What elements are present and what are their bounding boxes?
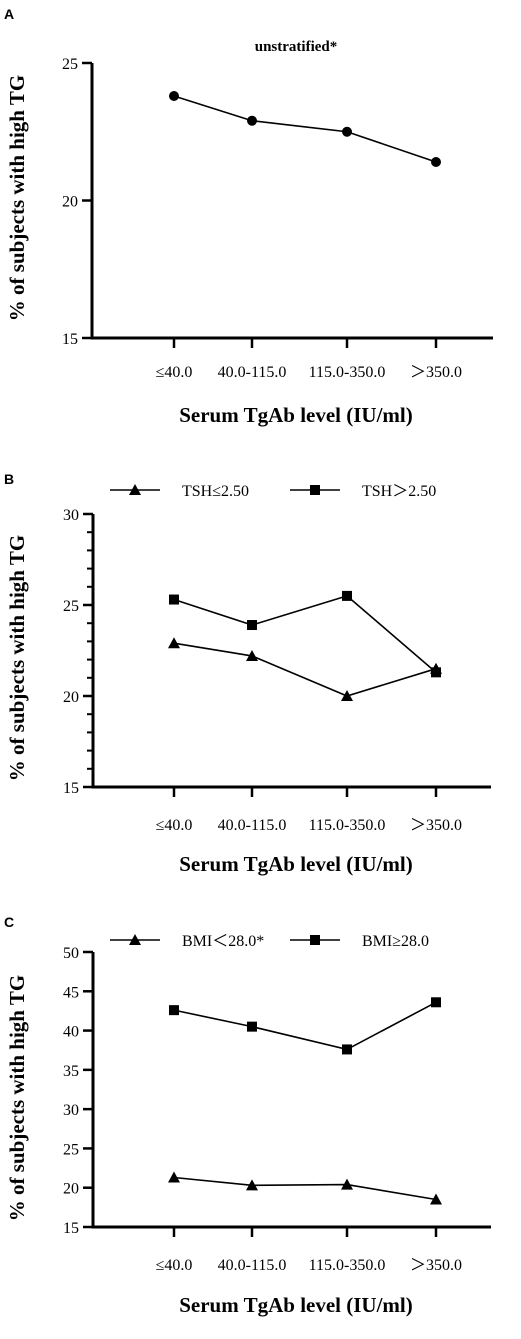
legend-entry: BMI＜28.0* — [182, 933, 264, 950]
data-point — [246, 649, 258, 661]
x-tick-label: ≤40.0 — [156, 364, 193, 381]
x-tick-label: ＞350.0 — [410, 817, 462, 834]
data-point — [431, 997, 441, 1008]
data-point — [247, 620, 257, 631]
x-tick-label: 115.0-350.0 — [309, 817, 386, 834]
series-line — [173, 1176, 437, 1201]
legend-entry: BMI≥28.0 — [362, 933, 429, 950]
y-axis-label: % of subjects with high TG — [5, 75, 29, 321]
data-point — [169, 1005, 179, 1016]
legend-marker-square-icon — [310, 935, 320, 945]
y-tick-label: 25 — [62, 56, 78, 73]
legend: TSH≤2.50 TSH＞2.50 — [110, 483, 436, 500]
x-tick-label: ＞350.0 — [410, 1257, 462, 1274]
panel-letter: C — [4, 914, 14, 930]
y-axis-label: % of subjects with high TG — [5, 975, 29, 1221]
y-tick-label: 20 — [63, 1181, 79, 1198]
series-line — [173, 95, 437, 163]
data-point — [342, 126, 352, 137]
y-tick-label: 25 — [63, 1141, 79, 1158]
legend-marker-square-icon — [310, 485, 320, 495]
data-point — [431, 157, 441, 167]
x-axis-label: Serum TgAb level (IU/ml) — [179, 1293, 413, 1317]
series-line — [173, 1001, 437, 1051]
y-tick-label: 35 — [63, 1063, 79, 1080]
series-line — [173, 595, 437, 673]
data-point — [341, 1178, 353, 1190]
data-point — [342, 590, 352, 601]
data-point — [247, 115, 257, 126]
x-axis-label: Serum TgAb level (IU/ml) — [179, 403, 413, 427]
data-point — [169, 594, 179, 605]
x-tick-label: ≤40.0 — [156, 817, 193, 834]
legend-marker-triangle-icon — [129, 934, 141, 945]
series-line — [173, 642, 437, 697]
x-tick-label: ≤40.0 — [156, 1257, 193, 1274]
y-tick-label: 15 — [62, 331, 78, 348]
y-tick-label: 50 — [63, 945, 79, 962]
y-tick-label: 30 — [63, 507, 79, 524]
data-point — [168, 637, 180, 649]
data-point — [431, 667, 441, 678]
data-point — [341, 690, 353, 701]
legend: BMI＜28.0* BMI≥28.0 — [110, 933, 429, 950]
x-tick-label: 40.0-115.0 — [218, 1257, 287, 1274]
y-tick-label: 20 — [63, 689, 79, 706]
series-2 — [169, 997, 441, 1055]
y-tick-label: 25 — [63, 598, 79, 615]
x-tick-label: 40.0-115.0 — [218, 817, 287, 834]
legend-entry: TSH≤2.50 — [182, 483, 249, 500]
panel-letter: B — [4, 471, 14, 487]
y-tick-label: 45 — [63, 984, 79, 1001]
legend-marker-triangle-icon — [129, 484, 141, 495]
data-point — [342, 1044, 352, 1055]
legend-entry: TSH＞2.50 — [362, 483, 436, 500]
panel-c: C 15 20 25 30 35 40 45 50 ≤40.0 40.0-115.0 115.0-35… — [4, 914, 491, 1317]
x-tick-label: 115.0-350.0 — [309, 364, 386, 381]
panel-letter: A — [4, 6, 14, 22]
series-1 — [168, 637, 442, 701]
y-tick-label: 15 — [63, 1220, 79, 1237]
chart-title: unstratified* — [255, 39, 338, 55]
data-point — [246, 1179, 258, 1191]
x-tick-label: 40.0-115.0 — [218, 364, 287, 381]
y-tick-label: 15 — [63, 780, 79, 797]
data-point — [169, 91, 179, 101]
data-point — [247, 1021, 257, 1032]
data-point — [168, 1171, 180, 1183]
series-2 — [169, 590, 441, 678]
x-tick-label: ＞350.0 — [410, 364, 462, 381]
y-tick-label: 30 — [63, 1102, 79, 1119]
x-axis-label: Serum TgAb level (IU/ml) — [179, 852, 413, 876]
x-tick-label: 115.0-350.0 — [309, 1257, 386, 1274]
y-tick-label: 20 — [62, 194, 78, 211]
data-point — [430, 1193, 442, 1205]
series-1 — [168, 1171, 442, 1205]
y-tick-label: 40 — [63, 1024, 79, 1041]
panel-a: A 15 20 25 ≤40.0 40.0-115.0 115.0-350.0 ＞350.0 S… — [4, 6, 493, 427]
panel-b: B 15 20 25 30 ≤40.0 40.0-115.0 115.0-350.0 ＞350.… — [4, 471, 491, 876]
y-axis-label: % of subjects with high TG — [5, 535, 29, 781]
series-1 — [169, 91, 441, 167]
